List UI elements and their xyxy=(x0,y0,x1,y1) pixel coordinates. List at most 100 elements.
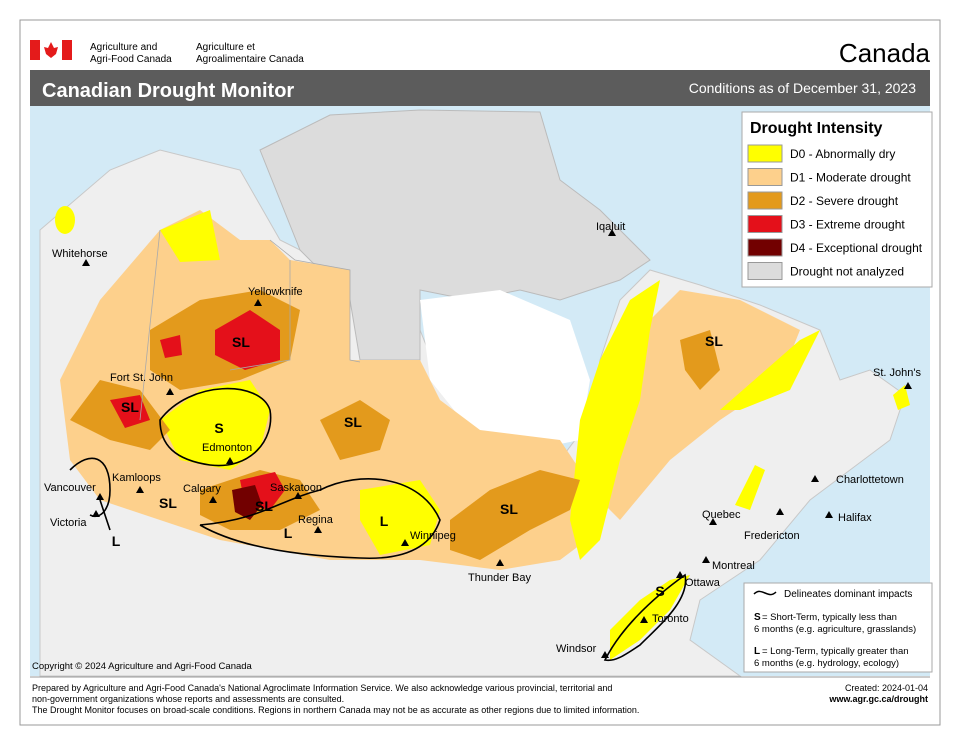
city: Winnipeg xyxy=(401,530,456,546)
city-marker xyxy=(92,510,100,517)
city: Iqaluit xyxy=(596,221,625,236)
city: Whitehorse xyxy=(52,248,108,266)
city: Saskatoon xyxy=(270,482,322,499)
city-label: Montreal xyxy=(712,560,755,572)
city-label: Whitehorse xyxy=(52,248,108,260)
legend-label: D0 - Abnormally dry xyxy=(790,147,895,161)
city-label: Calgary xyxy=(183,483,221,495)
impact-label: S xyxy=(214,420,223,436)
legend-label: D4 - Exceptional drought xyxy=(790,241,923,255)
legend-swatch xyxy=(747,168,783,186)
city: Calgary xyxy=(183,483,221,503)
impact-label: SL xyxy=(159,495,177,511)
city-marker xyxy=(136,486,144,493)
drought-area xyxy=(55,206,910,660)
long-text: = Long-Term, typically greater than xyxy=(762,646,909,657)
flag xyxy=(30,40,72,60)
city-marker xyxy=(209,496,217,503)
drought-area xyxy=(600,290,800,520)
impact-label: SL xyxy=(500,501,518,517)
city: Fort St. John xyxy=(110,372,174,395)
city-label: Vancouver xyxy=(44,482,96,494)
city-label: Thunder Bay xyxy=(468,572,531,584)
city: Quebec xyxy=(702,509,741,525)
city-label: Fort St. John xyxy=(110,372,173,384)
url: www.agr.gc.ca/drought xyxy=(828,694,928,704)
long-text: 6 months (e.g. hydrology, ecology) xyxy=(754,658,899,669)
city-label: Halifax xyxy=(838,512,872,524)
city-marker xyxy=(496,559,504,566)
city-marker xyxy=(811,475,819,482)
impact-label: L xyxy=(112,533,121,549)
city-label: Fredericton xyxy=(744,530,800,542)
city: Thunder Bay xyxy=(468,559,531,584)
impact-label: SL xyxy=(344,414,362,430)
city-marker xyxy=(226,457,234,464)
impact-label: SL xyxy=(232,334,250,350)
city-marker xyxy=(82,259,90,266)
city: Regina xyxy=(298,514,334,533)
legend-swatch xyxy=(747,215,783,233)
city-label: Charlottetown xyxy=(836,474,904,486)
city-label: Iqaluit xyxy=(596,221,625,233)
impact-label: SL xyxy=(705,333,723,349)
city-marker xyxy=(676,571,684,578)
city: Montreal xyxy=(702,556,755,572)
impact-line-label: Delineates dominant impacts xyxy=(784,589,912,600)
legend-swatch xyxy=(747,144,783,163)
legend-label: Drought not analyzed xyxy=(790,265,904,279)
city-label: Victoria xyxy=(50,517,87,529)
impact-label: L xyxy=(380,513,389,529)
legend-label: D3 - Extreme drought xyxy=(790,218,905,232)
long-code: L xyxy=(754,646,760,657)
city: Yellowknife xyxy=(248,286,303,306)
city-label: Kamloops xyxy=(112,472,161,484)
city-label: Edmonton xyxy=(202,442,252,454)
impact-label: S xyxy=(655,583,664,599)
legend-label: D1 - Moderate drought xyxy=(790,171,911,185)
city-label: Regina xyxy=(298,514,334,526)
city-marker xyxy=(608,229,616,236)
legend-swatch xyxy=(747,262,783,280)
city-label: Winnipeg xyxy=(410,530,456,542)
city: Ottawa xyxy=(676,571,721,589)
wordmark: Canada xyxy=(839,38,931,68)
created: Created: 2024-01-04 xyxy=(845,683,928,693)
title-bar xyxy=(30,70,930,106)
city-label: Toronto xyxy=(652,613,689,625)
city: Charlottetown xyxy=(811,474,904,486)
dept-fr: Agroalimentaire Canada xyxy=(196,54,304,65)
city: Edmonton xyxy=(202,442,252,464)
city-marker xyxy=(254,299,262,306)
dept-en: Agri-Food Canada xyxy=(90,54,172,65)
city-label: Saskatoon xyxy=(270,482,322,494)
city-marker xyxy=(401,539,409,546)
city: Fredericton xyxy=(744,508,800,542)
city-marker xyxy=(96,493,104,500)
title: Canadian Drought Monitor xyxy=(42,80,294,102)
impact-labels: SL SL S SL SL SL SL L L SL S L xyxy=(112,333,724,599)
city-marker xyxy=(314,526,322,533)
city-marker xyxy=(709,518,717,525)
conditions-date: Conditions as of December 31, 2023 xyxy=(689,80,916,96)
city-marker xyxy=(294,492,302,499)
short-text: = Short-Term, typically less than xyxy=(762,612,897,623)
map xyxy=(30,106,930,677)
legend-swatch xyxy=(747,191,783,210)
legend-title: Drought Intensity xyxy=(750,120,883,137)
footer-note: Prepared by Agriculture and Agri-Food Ca… xyxy=(32,683,612,693)
city: Toronto xyxy=(640,613,689,625)
city-marker xyxy=(601,651,609,658)
cities: Whitehorse Yellowknife Iqaluit Fort St. Jo… xyxy=(44,221,921,658)
impact-label: L xyxy=(284,525,293,541)
city-marker xyxy=(166,388,174,395)
city: Vancouver xyxy=(44,482,104,500)
city: St. John's xyxy=(873,367,921,389)
impact-legend: Delineates dominant impacts S = Short-Te… xyxy=(743,582,933,673)
impact-label: SL xyxy=(255,498,273,514)
city-label: Quebec xyxy=(702,509,741,521)
city-marker xyxy=(776,508,784,515)
city: Kamloops xyxy=(112,472,161,493)
impact-label: SL xyxy=(121,399,139,415)
city-label: St. John's xyxy=(873,367,921,379)
